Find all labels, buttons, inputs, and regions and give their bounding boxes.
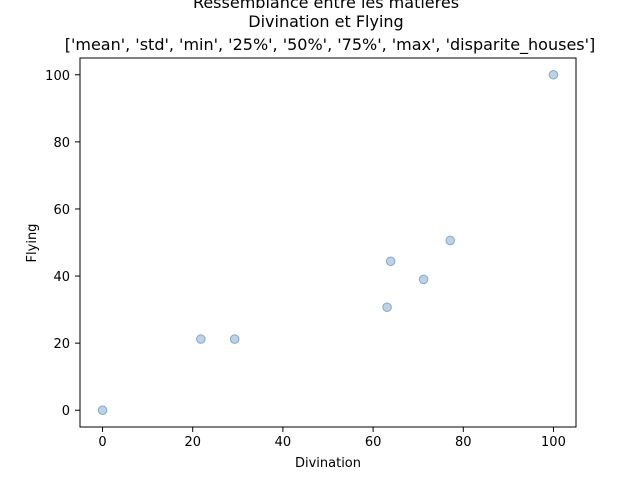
scatter-point — [548, 69, 559, 80]
chart-title: Ressemblance entre les matières Divinati… — [65, 0, 596, 55]
scatter-point — [418, 274, 429, 285]
x-tick-label: 80 — [455, 435, 472, 450]
y-tick-label: 80 — [53, 136, 70, 151]
x-tick-label: 60 — [365, 435, 382, 450]
scatter-points — [97, 69, 559, 416]
y-tick-label: 0 — [62, 404, 70, 419]
y-tick-label: 20 — [53, 337, 70, 352]
y-tick-label: 40 — [53, 270, 70, 285]
scatter-point — [385, 256, 396, 267]
x-axis-ticks: 0 20 40 60 80 100 — [98, 427, 566, 450]
scatter-point — [229, 334, 240, 344]
x-tick-label: 20 — [184, 435, 201, 450]
plot-frame — [79, 57, 577, 428]
scatter-point — [445, 235, 455, 246]
y-tick-label: 60 — [53, 203, 70, 218]
plot-area — [80, 58, 576, 427]
scatter-point — [382, 302, 392, 313]
y-tick-label: 100 — [45, 69, 70, 84]
x-tick-label: 40 — [275, 435, 292, 450]
scatter-point — [97, 405, 108, 416]
x-tick-label: 100 — [541, 435, 566, 450]
title-line-2: Divination et Flying — [248, 12, 403, 31]
title-line-1: Ressemblance entre les matières — [193, 0, 459, 12]
y-axis-label: Flying — [25, 224, 40, 263]
x-tick-label: 0 — [98, 435, 106, 450]
title-line-3: ['mean', 'std', 'min', '25%', '50%', '75… — [65, 35, 596, 55]
x-axis-label: Divination — [295, 456, 361, 471]
y-axis-ticks: 0 20 40 60 80 100 — [45, 69, 80, 419]
scatter-point — [196, 334, 206, 344]
